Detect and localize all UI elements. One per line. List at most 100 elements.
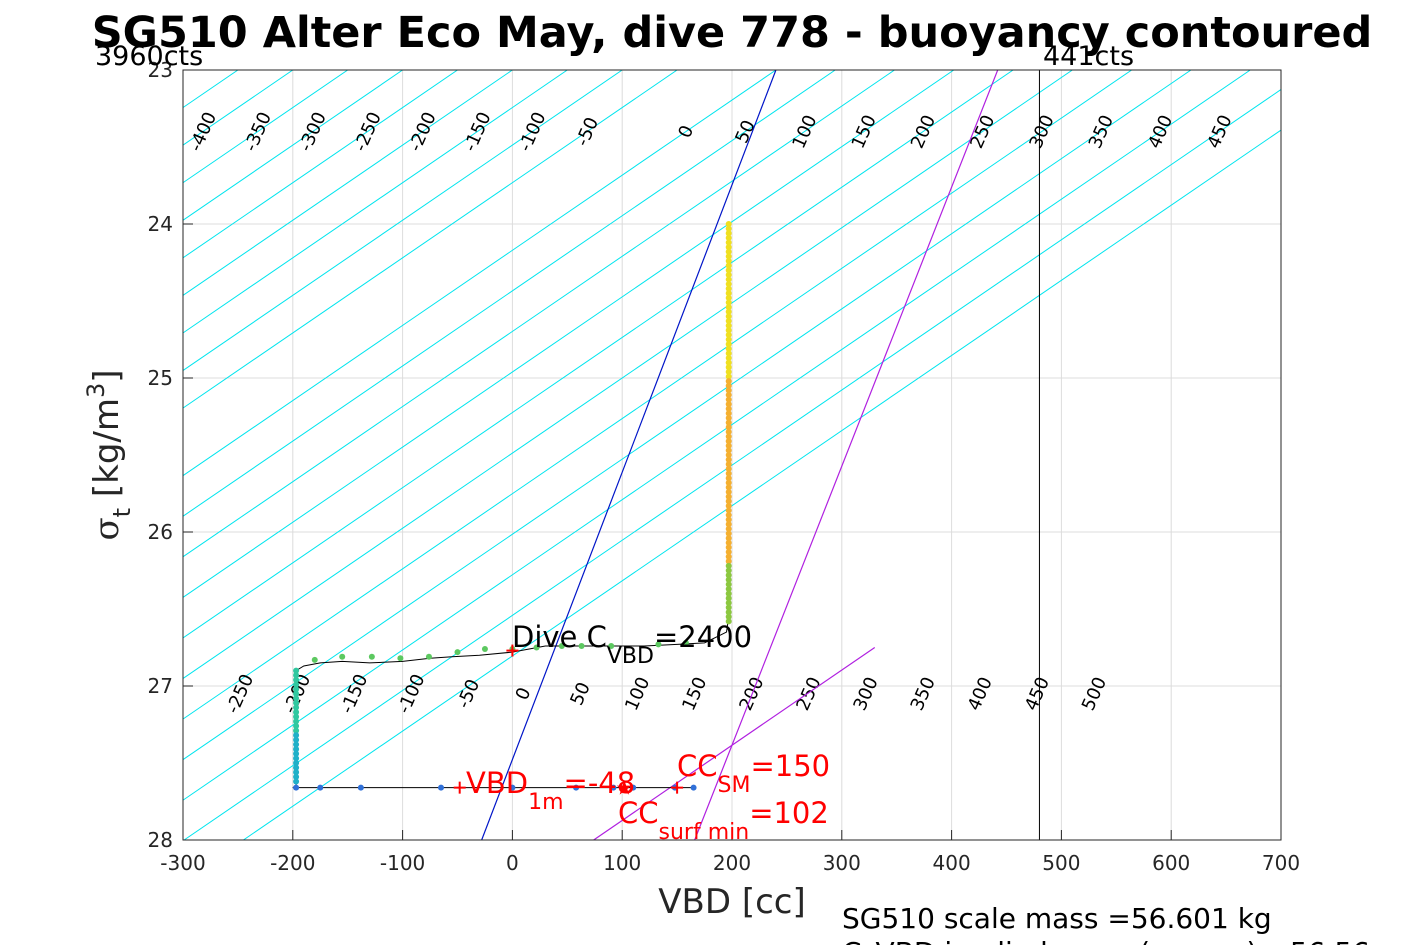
contour-line [183,70,1014,639]
profile-dot [725,244,732,251]
profile-dot [725,590,732,597]
profile-dot [725,456,732,463]
profile-dot [725,521,732,528]
profile-dot [725,447,732,454]
profile-dot [725,350,732,357]
profile-dot [725,419,732,426]
profile-dot [293,672,300,679]
x-tick-label: -200 [270,851,315,875]
vbd-profile [292,221,732,791]
profile-dot [725,572,732,579]
x-tick-label: 200 [713,851,751,875]
profile-dot [725,359,732,366]
profile-dot [725,401,732,408]
profile-dot [725,549,732,556]
profile-dot [725,387,732,394]
profile-dot [293,713,300,720]
profile-dot [690,784,697,791]
profile-dot [725,530,732,537]
profile-dot [725,461,732,468]
profile-dot [725,581,732,588]
contour-line [183,70,678,409]
profile-dot [293,709,300,716]
profile-dot [725,267,732,274]
profile-dot [725,512,732,519]
contour-line [183,70,568,334]
profile-dot [725,373,732,380]
profile-dot [293,718,300,725]
profile-dot [725,304,732,311]
profile-dot [293,704,300,711]
profile-dot [725,613,732,620]
profile-dot [293,764,300,771]
profile-dot [725,239,732,246]
counts-right-label: 441cts [1043,41,1134,72]
profile-dot [293,723,300,730]
y-tick-label: 23 [148,58,173,82]
profile-dot [725,391,732,398]
profile-dot [293,667,300,674]
y-tick-label: 28 [148,828,173,852]
profile-dot [725,470,732,477]
profile-dot [725,262,732,269]
profile-dot [725,604,732,611]
x-axis-label: VBD [cc] [658,882,806,922]
profile-dot [725,257,732,264]
profile-dot [725,294,732,301]
profile-dot [293,727,300,734]
profile-dot [725,525,732,532]
profile-dot [725,428,732,435]
footer-scale-mass: SG510 scale mass =56.601 kg [842,902,1272,935]
profile-dot [725,609,732,616]
profile-dot [725,553,732,560]
profile-dot [725,313,732,320]
profile-dot [725,507,732,514]
sm-line [593,647,876,840]
contour-line [183,70,458,259]
profile-dot [293,690,300,697]
profile-dot [725,230,732,237]
profile-dot [725,368,732,375]
ccsm-annotation: CCSM=150 [677,749,830,798]
profile-dot [725,248,732,255]
x-tick-label: 600 [1152,851,1190,875]
profile-dot [725,225,732,232]
profile-dot [725,424,732,431]
profile-dot [558,642,565,649]
profile-dot [293,681,300,688]
profile-dot [725,502,732,509]
profile-dot [293,732,300,739]
y-tick-label: 26 [148,520,173,544]
profile-dot [725,276,732,283]
profile-dot [608,642,615,649]
profile-dot [725,479,732,486]
profile-dot [725,336,732,343]
profile-dot [725,253,732,260]
axis-ticks: -300 -200 -100 0 100 200 300 400 500 600 700 23 24 25… [148,58,1301,875]
counts-left-label: 3960cts [95,41,203,72]
profile-dot [725,452,732,458]
profile-dot [725,396,732,403]
profile-dot [725,327,732,334]
profile-dot [725,271,732,278]
profile-dot [509,784,516,791]
profile-dot [725,544,732,551]
profile-dot [293,760,300,766]
profile-dot [725,281,732,288]
x-tick-label: 300 [823,851,861,875]
dive-cvbd-line [481,70,777,840]
x-tick-label: 400 [933,851,971,875]
profile-dot [725,576,732,583]
profile-dot [293,741,300,748]
profile-dot [725,221,732,227]
y-tick-label: 27 [148,674,173,698]
profile-dot [725,595,732,602]
profile-dot [293,746,300,753]
profile-dot [339,653,346,660]
ccsurf-annotation: CCsurf min=102 [618,796,829,845]
profile-dot [317,784,324,791]
profile-dot [725,415,732,422]
contour-line [183,70,403,221]
x-tick-label: -300 [160,851,205,875]
profile-dot [725,322,732,329]
